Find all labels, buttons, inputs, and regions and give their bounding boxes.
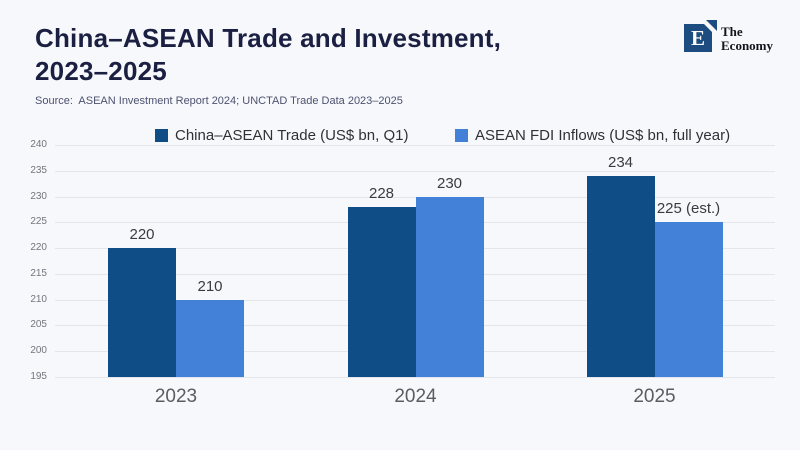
logo-wordmark-line-1: The xyxy=(721,24,743,39)
y-axis-tick-label: 200 xyxy=(30,345,47,357)
logo-wordmark: The Economy xyxy=(721,25,773,53)
title-line-1: China–ASEAN Trade and Investment, xyxy=(35,23,502,53)
bar-value-label-2023-trade: 220 xyxy=(129,226,155,244)
x-axis-category-label-2025: 2025 xyxy=(633,386,676,407)
y-axis-tick-label: 225 xyxy=(30,216,47,228)
y-axis-tick-label: 230 xyxy=(30,190,47,202)
brand-logo: E The Economy xyxy=(684,20,794,58)
bar-2023-fdi xyxy=(176,299,244,377)
bar-2024-fdi xyxy=(415,196,484,377)
y-axis-tick-label: 215 xyxy=(30,267,47,279)
y-axis-tick-label: 195 xyxy=(30,371,47,382)
gridline xyxy=(55,145,775,146)
gridline xyxy=(55,377,775,378)
logo-corner-flag-icon xyxy=(706,20,717,31)
page-title: China–ASEAN Trade and Investment, 2023–2… xyxy=(35,22,501,88)
bar-2024-trade xyxy=(347,206,416,377)
y-axis-tick-label: 235 xyxy=(30,164,47,176)
gridline xyxy=(55,170,775,172)
logo-wordmark-line-2: Economy xyxy=(721,38,773,53)
title-line-2: 2023–2025 xyxy=(35,56,167,86)
bar-value-label-2024-trade: 228 xyxy=(368,184,395,202)
source-note: Source: ASEAN Investment Report 2024; UN… xyxy=(35,95,403,107)
bar-2025-trade xyxy=(586,175,655,377)
legend-swatch-fdi-icon xyxy=(455,129,468,142)
y-axis-tick-label: 210 xyxy=(30,293,47,305)
bar-value-label-2025-trade: 234 xyxy=(607,153,634,171)
y-axis-tick-label: 205 xyxy=(30,319,47,331)
legend-label-trade: China–ASEAN Trade (US$ bn, Q1) xyxy=(175,127,409,144)
legend-item-trade: China–ASEAN Trade (US$ bn, Q1) xyxy=(155,127,408,144)
logo-e-monogram-icon: E xyxy=(684,24,712,52)
y-axis-tick-label: 240 xyxy=(30,139,47,150)
bar-value-label-2025-fdi: 225 (est.) xyxy=(656,200,721,218)
bar-2023-trade xyxy=(108,248,176,377)
x-axis-category-label-2023: 2023 xyxy=(154,386,198,407)
legend-label-fdi: ASEAN FDI Inflows (US$ bn, full year) xyxy=(475,127,731,144)
gridline xyxy=(55,196,775,198)
y-axis-tick-label: 220 xyxy=(30,242,47,254)
x-axis-category-label-2024: 2024 xyxy=(394,386,437,407)
legend-swatch-trade-icon xyxy=(155,129,168,142)
legend-item-fdi: ASEAN FDI Inflows (US$ bn, full year) xyxy=(455,127,730,144)
bar-value-label-2023-fdi: 210 xyxy=(197,277,223,295)
bar-2025-fdi xyxy=(654,222,723,377)
bar-value-label-2024-fdi: 230 xyxy=(436,174,463,192)
